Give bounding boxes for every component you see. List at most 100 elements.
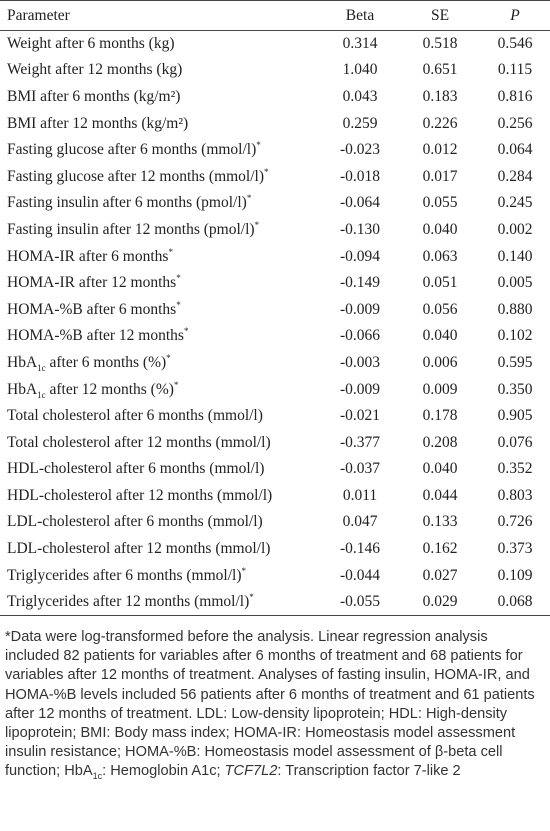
parameter-cell: HbA1c after 12 months (%)* [0, 376, 320, 403]
parameter-cell: Weight after 6 months (kg) [0, 31, 320, 58]
se-cell: 0.183 [422, 87, 458, 105]
beta-cell: -0.149 [339, 274, 381, 292]
table-row: Fasting glucose after 6 months (mmol/l)*… [0, 137, 550, 164]
parameter-cell: Fasting insulin after 6 months (pmol/l)* [0, 190, 320, 217]
p-cell: 0.546 [497, 35, 533, 53]
beta-cell: 0.043 [342, 87, 378, 105]
p-cell: 0.005 [497, 274, 533, 292]
se-cell: 0.040 [422, 327, 458, 345]
table-row: Weight after 12 months (kg) 1.040 0.651 0.1… [0, 57, 550, 84]
text-segment: 1c [92, 771, 103, 782]
se-cell: 0.051 [422, 274, 458, 292]
text-segment: HbA [7, 380, 38, 398]
table-body: Weight after 6 months (kg) 0.314 0.518 0.54… [0, 31, 550, 616]
se-cell: 0.055 [422, 194, 458, 212]
parameter-cell: HbA1c after 6 months (%)* [0, 350, 320, 377]
se-cell: 0.226 [422, 114, 458, 132]
header-row: Parameter Beta SE P [0, 0, 550, 31]
se-cell: 0.006 [422, 353, 458, 371]
se-cell: 0.040 [422, 460, 458, 478]
parameter-cell: Weight after 12 months (kg) [0, 57, 320, 84]
text-segment: * [246, 193, 252, 204]
p-cell: 0.905 [497, 407, 533, 425]
p-cell: 0.245 [497, 194, 533, 212]
table-row: Fasting glucose after 12 months (mmol/l)… [0, 163, 550, 190]
header-cell: SE [430, 6, 450, 24]
beta-cell: -0.003 [339, 353, 381, 371]
beta-cell: -0.146 [339, 540, 381, 558]
text-segment: *Data were log-transformed before the an… [5, 629, 535, 780]
text-segment: LDL-cholesterol after 6 months (mmol/l) [7, 513, 263, 531]
parameter-cell: Total cholesterol after 12 months (mmol/… [0, 429, 320, 456]
beta-cell: -0.009 [339, 380, 381, 398]
text-segment: * [264, 166, 269, 177]
beta-cell: -0.021 [339, 407, 381, 425]
text-segment: 1c [37, 363, 46, 374]
text-segment: HOMA-IR after 6 months [7, 247, 169, 265]
table-row: Total cholesterol after 12 months (mmol/… [0, 429, 550, 456]
parameter-cell: HDL-cholesterol after 12 months (mmol/l) [0, 483, 320, 510]
beta-cell: 0.047 [342, 513, 378, 531]
header-cell: Beta [345, 6, 375, 24]
text-segment: * [173, 379, 179, 390]
p-cell: 0.115 [497, 61, 533, 79]
table-row: HDL-cholesterol after 12 months (mmol/l)… [0, 483, 550, 510]
se-cell: 0.162 [422, 540, 458, 558]
p-cell: 0.256 [497, 114, 533, 132]
se-cell: 0.044 [422, 486, 458, 504]
p-cell: 0.880 [497, 300, 533, 318]
text-segment: Weight after 6 months (kg) [7, 35, 175, 53]
beta-cell: 0.314 [342, 35, 378, 53]
p-cell: 0.002 [497, 220, 533, 238]
p-cell: 0.076 [497, 433, 533, 451]
table-row: LDL-cholesterol after 12 months (mmol/l)… [0, 536, 550, 563]
table-row: HOMA-IR after 6 months* -0.094 0.063 0.140 [0, 243, 550, 270]
p-cell: 0.102 [497, 327, 533, 345]
table-row: BMI after 6 months (kg/m²) 0.043 0.183 0.81… [0, 84, 550, 111]
text-segment: Fasting glucose after 12 months (mmol/l) [7, 167, 265, 185]
p-cell: 0.350 [497, 380, 533, 398]
p-cell: 0.068 [497, 593, 533, 611]
parameter-cell: LDL-cholesterol after 6 months (mmol/l) [0, 509, 320, 536]
se-cell: 0.017 [422, 167, 458, 185]
se-cell: 0.009 [422, 380, 458, 398]
p-cell: 0.803 [497, 486, 533, 504]
beta-cell: 1.040 [342, 61, 378, 79]
text-segment: LDL-cholesterol after 12 months (mmol/l) [7, 540, 271, 558]
table-row: HbA1c after 12 months (%)* -0.009 0.009 0.3… [0, 376, 550, 403]
text-segment: * [166, 352, 171, 363]
p-cell: 0.109 [497, 566, 533, 584]
table-row: HOMA-%B after 12 months* -0.066 0.040 0.102 [0, 323, 550, 350]
beta-cell: -0.018 [339, 167, 381, 185]
se-cell: 0.012 [422, 141, 458, 159]
beta-cell: -0.009 [339, 300, 381, 318]
parameter-cell: HOMA-%B after 6 months* [0, 296, 320, 323]
beta-cell: -0.044 [339, 566, 381, 584]
se-cell: 0.063 [422, 247, 458, 265]
p-cell: 0.595 [497, 353, 533, 371]
beta-cell: -0.023 [339, 141, 381, 159]
text-segment: Triglycerides after 12 months (mmol/l) [7, 593, 250, 611]
parameter-cell: Fasting glucose after 12 months (mmol/l)… [0, 163, 320, 190]
text-segment: Weight after 12 months (kg) [7, 61, 183, 79]
text-segment: * [241, 565, 246, 576]
p-cell: 0.352 [497, 460, 533, 478]
text-segment: HOMA-%B after 12 months [7, 327, 184, 345]
table-row: LDL-cholesterol after 6 months (mmol/l) 0… [0, 509, 550, 536]
table-row: HOMA-IR after 12 months* -0.149 0.051 0.005 [0, 270, 550, 297]
text-segment: HOMA-%B after 6 months [7, 300, 177, 318]
se-cell: 0.029 [422, 593, 458, 611]
text-segment: HDL-cholesterol after 6 months (mmol/l) [7, 460, 265, 478]
table-row: Triglycerides after 12 months (mmol/l)* -… [0, 589, 550, 616]
text-segment: * [256, 140, 261, 151]
text-segment: BMI after 12 months (kg/m²) [7, 114, 189, 132]
beta-cell: -0.377 [339, 433, 381, 451]
table-row: Total cholesterol after 6 months (mmol/l… [0, 403, 550, 430]
parameter-cell: BMI after 6 months (kg/m²) [0, 84, 320, 111]
p-cell: 0.140 [497, 247, 533, 265]
parameter-cell: Fasting glucose after 6 months (mmol/l)* [0, 137, 320, 164]
text-segment: BMI after 6 months (kg/m²) [7, 87, 181, 105]
p-cell: 0.726 [497, 513, 533, 531]
text-segment: Total cholesterol after 12 months (mmol/… [7, 433, 271, 451]
text-segment: 1c [37, 389, 46, 400]
